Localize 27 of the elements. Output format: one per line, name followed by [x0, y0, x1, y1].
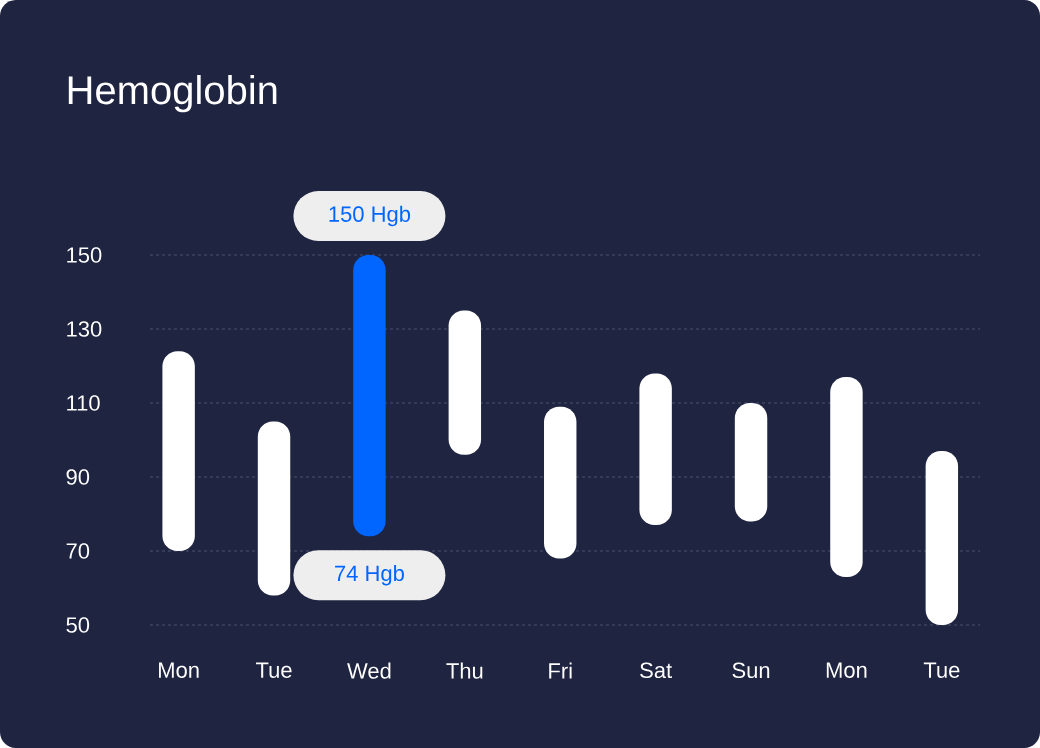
annotation: 74 Hgb [335, 564, 404, 586]
x-tick-label: Tue [923, 662, 960, 678]
y-tick-label: 50 [66, 617, 90, 633]
y-tick-label: 150 [67, 247, 102, 263]
bar [830, 377, 863, 577]
x-tick-label: Wed [347, 662, 391, 679]
bar [353, 255, 386, 537]
chart-title: Hemoglobin [68, 75, 277, 113]
bar [734, 403, 768, 522]
x-tick-label: Sun [732, 662, 770, 679]
y-tick-label: 70 [66, 543, 90, 559]
y-tick-label: 90 [66, 469, 90, 485]
x-tick-label: Mon [826, 662, 867, 678]
bar [162, 351, 195, 551]
x-tick-label: Fri [549, 662, 572, 679]
y-tick-label: 110 [67, 395, 100, 411]
bar [544, 406, 577, 559]
bar [925, 451, 959, 625]
x-tick-label: Thu [446, 662, 483, 679]
bar [639, 373, 672, 526]
x-tick-label: Mon [159, 662, 199, 678]
y-tick-label: 130 [67, 321, 102, 337]
x-tick-label: Tue [255, 662, 292, 678]
x-tick-label: Sat [640, 662, 672, 679]
bar [448, 310, 482, 455]
annotation: 150 Hgb [329, 205, 411, 227]
bar [257, 421, 291, 596]
